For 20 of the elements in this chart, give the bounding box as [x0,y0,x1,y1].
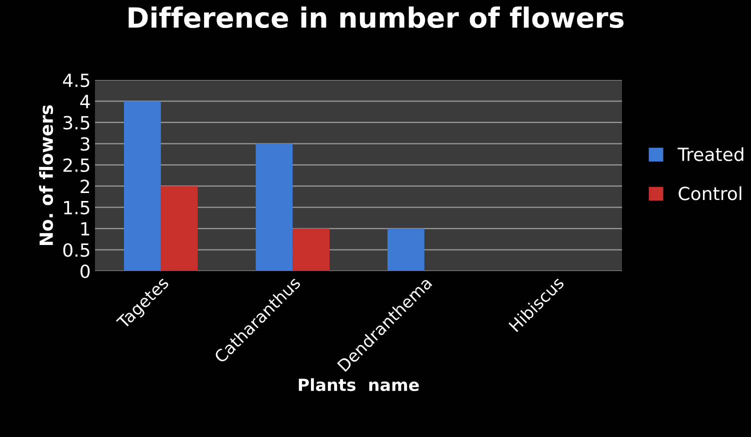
legend-label: Treated [678,147,744,162]
bar [292,228,330,271]
y-tick-label: 4.5 [63,74,90,88]
y-tick-label: 0.5 [63,243,90,257]
y-tick-label: 1.5 [64,201,90,214]
y-tick-label: 2.5 [63,158,90,172]
y-tick-label: 4 [80,94,90,108]
y-axis-title: No. of flowers [39,105,54,245]
y-tick-label: 0 [80,264,90,278]
x-axis-title: Plants name [298,378,419,392]
y-tick-label: 3.5 [63,116,90,130]
chart-title: Difference in number of flowers [128,6,624,28]
bar [124,101,161,271]
bar [387,228,424,271]
y-tick-label: 1 [81,222,90,236]
y-tick-label: 2 [80,180,90,193]
legend-label: Control [678,186,742,200]
y-tick-label: 3 [80,137,90,151]
bar [160,186,198,271]
bar [256,144,293,271]
